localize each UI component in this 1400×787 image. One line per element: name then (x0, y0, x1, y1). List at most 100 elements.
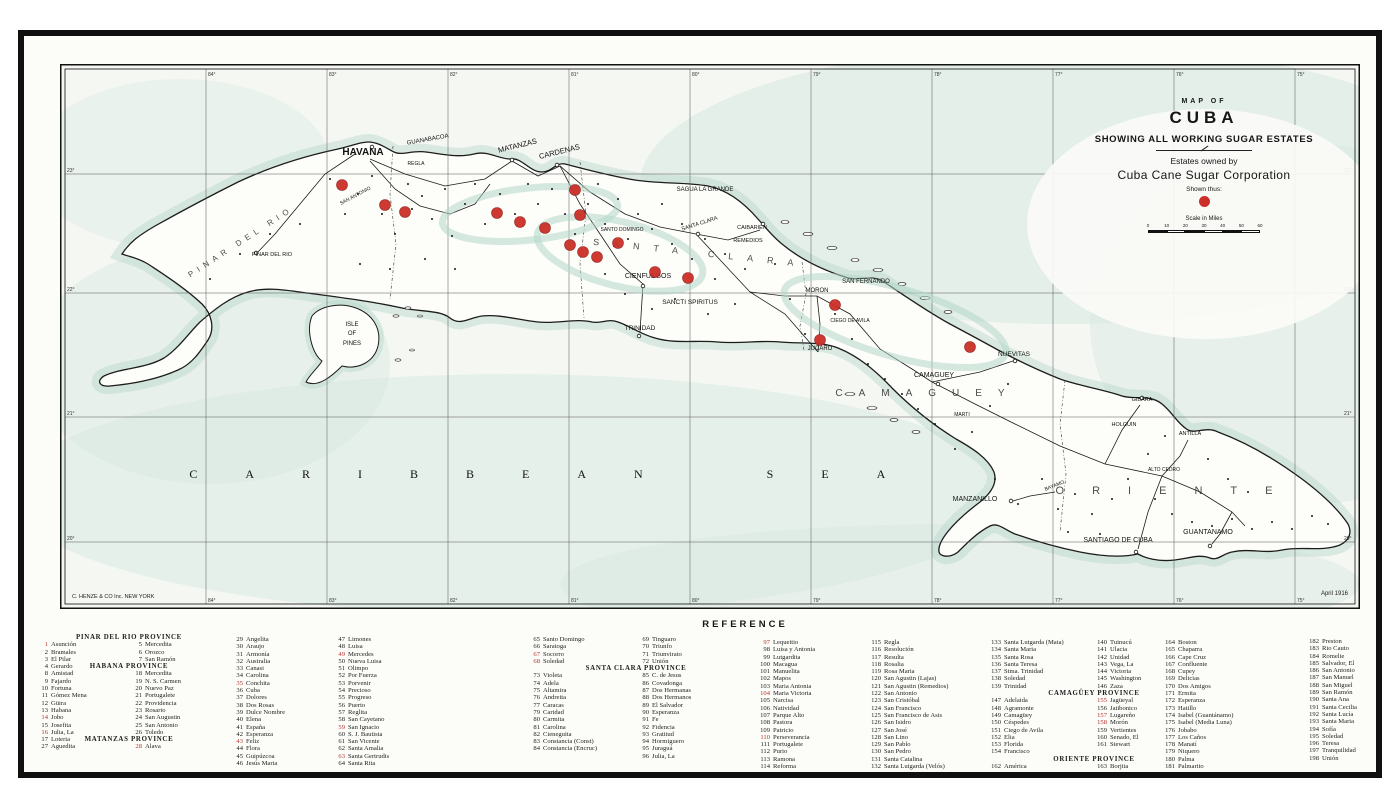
estate-name: Unión (1322, 754, 1339, 762)
map-label-isle: ISLE (345, 322, 358, 328)
estate-number: 177 (1165, 733, 1175, 741)
legend-row: 104 Maria Victoria (757, 690, 861, 697)
estate-number: 52 (338, 672, 345, 680)
estate-name: Portugalete (773, 741, 804, 749)
map-label-manzanillo: MANZANILLO (953, 496, 998, 503)
estate-dot-small (574, 233, 576, 235)
estate-name: Narcisa (773, 697, 794, 705)
legend-item: 168 Cupey (1162, 668, 1195, 675)
legend-row: 190 Santa Ana (1306, 696, 1376, 703)
legend-row: 112 Purio (757, 748, 861, 755)
estate-name: Julia, La (51, 728, 74, 736)
legend-row: 50 Nueva Luisa (332, 658, 457, 665)
estate-dot-small (917, 408, 919, 410)
legend-row: 171 Ermita (1162, 690, 1272, 697)
estate-dot-small (714, 278, 716, 280)
scale-bar: 0 10 20 30 40 50 60 (1147, 223, 1263, 235)
estate-number: 136 (991, 660, 1001, 668)
estate-name: Bramales (51, 648, 76, 656)
legend-row: 76 Andreita 88 Dos Hermanos (527, 694, 745, 701)
legend-row: 149 Camagüey 157 Lugareño (988, 712, 1200, 719)
legend-item: 141 Ulacia (1094, 646, 1127, 653)
legend-item: 127 San José (868, 727, 907, 734)
legend-item: 123 San Cristóbal (868, 697, 920, 704)
estate-name: Adela (543, 679, 559, 687)
estate-name: Boston (1178, 639, 1197, 646)
legend-row: 42 Esperanza (230, 731, 320, 738)
estate-highlight-ring (533, 213, 707, 295)
scale-tick-label: 60 (1257, 223, 1263, 228)
estate-number: 97 (763, 639, 770, 646)
shown-thus-label: Shown thus: (1186, 186, 1222, 193)
legend-item: 101 Manuelita (757, 668, 800, 675)
legend-row: 180 Palma (1162, 756, 1272, 763)
estate-number: 111 (760, 741, 770, 749)
legend-item: 77 Caracas (527, 701, 563, 709)
cay (911, 430, 921, 434)
estate-name: Zaza (1110, 682, 1123, 690)
legend-item: 177 Los Caños (1162, 734, 1206, 741)
legend-item: 51 Olimpo (332, 665, 368, 672)
legend-row: 82 Cieneguita 93 Gratitud (527, 731, 745, 738)
estate-name: Stma. Trinidad (1004, 668, 1044, 676)
legend-item: 165 Chaparra (1162, 646, 1202, 653)
estate-name: Dulce Nombre (246, 708, 285, 716)
estate-number: 178 (1165, 741, 1175, 749)
railway-line (1104, 404, 1141, 465)
legend-item: 46 Jesús Maria (230, 760, 277, 767)
map-label-santo-domingo: SANTO DOMINGO (601, 227, 644, 233)
estate-name: Cuba (246, 687, 260, 695)
estate-number: 183 (1309, 645, 1319, 653)
scale-bar-segment (1148, 230, 1167, 233)
estate-dot-small (587, 203, 589, 205)
estate-number: 75 (533, 687, 540, 695)
estate-name: Nuevo Paz (145, 685, 174, 693)
map-label-camaguey: CAMAGUEY (835, 388, 1020, 399)
estate-name: San Vicente (348, 738, 380, 746)
estate-name: Santa Lutgarda (Mata) (1004, 639, 1064, 646)
estate-name: Florida (1004, 741, 1024, 749)
estate-number: 39 (236, 708, 243, 716)
legend-item: 107 Parque Alto (757, 712, 804, 719)
legend-item: 85 C. de Jesus (636, 672, 681, 679)
estate-number: 77 (533, 701, 540, 709)
legend-row: 27 Aguedita 28 Alava (35, 743, 223, 750)
legend-row: 106 Natividad (757, 705, 861, 712)
legend-item: 153 Florida (988, 741, 1023, 748)
estate-number: 154 (991, 748, 1001, 756)
legend-row: 62 Santa Amalia (332, 745, 457, 752)
legend-row: 16 Julia, La 26 Toledo (35, 729, 223, 736)
legend-item: 110 Perseverancia (757, 734, 809, 741)
estate-name: Isabel (Guantánamo) (1178, 711, 1234, 719)
legend-item: 22 Providencia (129, 700, 176, 707)
estate-number: 71 (642, 650, 649, 658)
legend-row: 81 Carolina 92 Fidencia (527, 724, 745, 731)
legend-row: 4 Gerardo HABANA PROVINCE (35, 663, 223, 670)
estate-name: Maria Antonia (773, 682, 812, 690)
estate-name: Ciego de Avila (1004, 726, 1044, 734)
estate-number: 73 (533, 672, 540, 680)
estate-number: 138 (991, 675, 1001, 683)
cuba-cane-estate-dot (591, 251, 603, 263)
legend-item: 68 Soledad (527, 658, 564, 665)
estate-number: 132 (871, 763, 881, 771)
legend-item: 175 Isabel (Media Luna) (1162, 719, 1232, 726)
estate-name: Mapos (773, 675, 791, 683)
estate-name: Jobabo (1178, 726, 1197, 734)
estate-number: 101 (760, 668, 770, 676)
estate-number: 118 (871, 660, 881, 668)
estate-name: Porvenir (348, 679, 371, 687)
legend-item: 7 San Ramón (129, 656, 176, 663)
estate-number: 38 (236, 701, 243, 709)
estate-number: 163 (1097, 763, 1107, 771)
legend-row: 105 Narcisa (757, 697, 861, 704)
legend-item: 181 Palmarito (1162, 763, 1204, 770)
estate-number: 150 (991, 719, 1001, 727)
legend-item: 55 Progreso (332, 694, 371, 701)
estate-dot-small (1099, 533, 1101, 535)
longitude-label: 83° (329, 72, 337, 78)
estate-number: 134 (991, 646, 1001, 654)
estate-name: Luisa (348, 643, 363, 651)
estate-name: Palmarito (1178, 763, 1204, 771)
city-dot (1008, 498, 1014, 504)
